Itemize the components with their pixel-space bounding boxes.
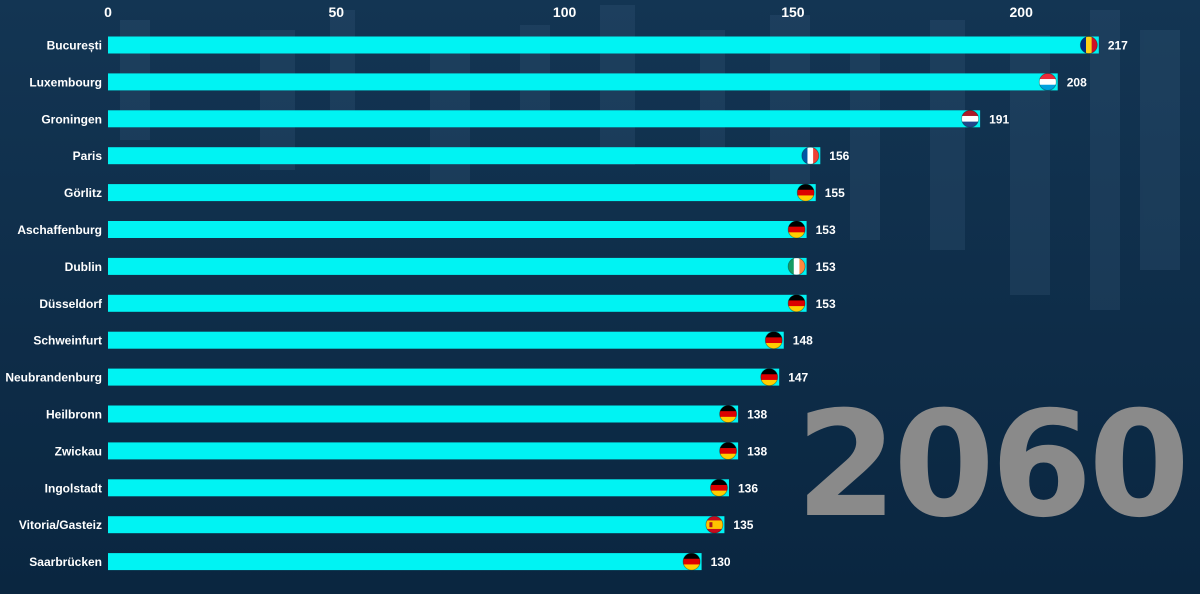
bar — [108, 36, 1099, 54]
x-tick-label: 150 — [781, 4, 805, 20]
category-label: Heilbronn — [46, 408, 102, 422]
bar-row: Vitoria/Gasteiz 135 — [19, 515, 754, 534]
skyline-building — [850, 40, 880, 240]
value-label: 153 — [816, 223, 836, 237]
value-label: 156 — [829, 149, 849, 163]
value-label: 148 — [793, 334, 813, 348]
germany-flag-icon — [710, 478, 728, 497]
ireland-flag-icon — [787, 257, 806, 276]
x-tick-label: 0 — [104, 4, 112, 20]
value-label: 136 — [738, 481, 758, 495]
category-label: Schweinfurt — [33, 334, 102, 348]
bar-row: Aschaffenburg 153 — [17, 220, 836, 239]
value-label: 191 — [989, 112, 1009, 126]
germany-flag-icon — [719, 441, 738, 460]
value-label: 147 — [788, 371, 808, 385]
value-label: 208 — [1067, 75, 1087, 89]
bar — [108, 73, 1058, 91]
value-label: 217 — [1108, 39, 1128, 53]
bar-row: Heilbronn 138 — [46, 405, 767, 423]
bar-row: București 217 — [47, 36, 1128, 54]
bar — [108, 442, 739, 460]
category-label: Zwickau — [55, 444, 102, 458]
value-label: 153 — [816, 260, 836, 274]
bar-row: Groningen 191 — [41, 109, 1009, 128]
value-label: 130 — [711, 555, 731, 569]
value-label: 138 — [747, 444, 767, 458]
bar — [108, 368, 780, 386]
germany-flag-icon — [787, 294, 806, 313]
value-label: 153 — [816, 297, 836, 311]
bar-row: Schweinfurt 148 — [33, 331, 813, 350]
bar — [108, 294, 807, 312]
skyline-building — [1090, 10, 1120, 310]
category-label: Düsseldorf — [39, 297, 103, 311]
category-label: Groningen — [41, 112, 102, 126]
category-label: Neubrandenburg — [5, 371, 102, 385]
x-tick-label: 200 — [1010, 4, 1034, 20]
bar-row: Görlitz 155 — [64, 183, 845, 202]
luxembourg-flag-icon — [1038, 73, 1057, 91]
category-label: Aschaffenburg — [17, 223, 102, 237]
spain-flag-icon — [705, 515, 724, 534]
bar-row: Paris 156 — [73, 146, 850, 165]
bar-row: Ingolstadt 136 — [45, 478, 758, 497]
bar-row: Neubrandenburg 147 — [5, 368, 809, 387]
skyline-building — [1140, 30, 1180, 270]
category-label: București — [47, 39, 102, 53]
netherlands-flag-icon — [961, 109, 980, 128]
value-label: 155 — [825, 186, 845, 200]
bar-row: Dublin 153 — [65, 257, 836, 276]
x-tick-label: 100 — [553, 4, 577, 20]
category-label: Görlitz — [64, 186, 102, 200]
germany-flag-icon — [682, 552, 701, 571]
bar — [108, 553, 702, 571]
category-label: Paris — [73, 149, 103, 163]
bars-group: București 217 Luxembourg 208 Groningen 191 Par… — [5, 36, 1128, 571]
bar-row: Zwickau 138 — [55, 441, 767, 460]
bar — [108, 331, 784, 349]
x-tick-label: 50 — [329, 4, 345, 20]
bar-row: Saarbrücken 130 — [29, 552, 731, 571]
germany-flag-icon — [760, 368, 779, 387]
value-label: 135 — [733, 518, 753, 532]
category-label: Dublin — [65, 260, 102, 274]
bar — [108, 147, 821, 165]
romania-flag-icon — [1079, 36, 1098, 54]
bar — [108, 405, 739, 423]
year-label: 2060 — [795, 380, 1190, 550]
germany-flag-icon — [719, 405, 738, 423]
bar — [108, 110, 981, 128]
x-axis: 0 50 100 150 200 — [104, 4, 1033, 20]
bar — [108, 257, 807, 275]
bar — [108, 221, 807, 238]
category-label: Ingolstadt — [45, 481, 102, 495]
france-flag-icon — [801, 146, 820, 165]
germany-flag-icon — [796, 183, 815, 202]
category-label: Vitoria/Gasteiz — [19, 518, 102, 532]
category-label: Saarbrücken — [29, 555, 102, 569]
skyline-building — [930, 20, 965, 250]
germany-flag-icon — [787, 220, 806, 239]
bar — [108, 184, 816, 202]
bar-row: Luxembourg 208 — [29, 73, 1087, 91]
bar-row: Düsseldorf 153 — [39, 294, 836, 313]
germany-flag-icon — [764, 331, 783, 350]
category-label: Luxembourg — [29, 75, 102, 89]
skyline-building — [330, 10, 355, 120]
bar — [108, 479, 729, 497]
bar — [108, 516, 725, 534]
value-label: 138 — [747, 408, 767, 422]
